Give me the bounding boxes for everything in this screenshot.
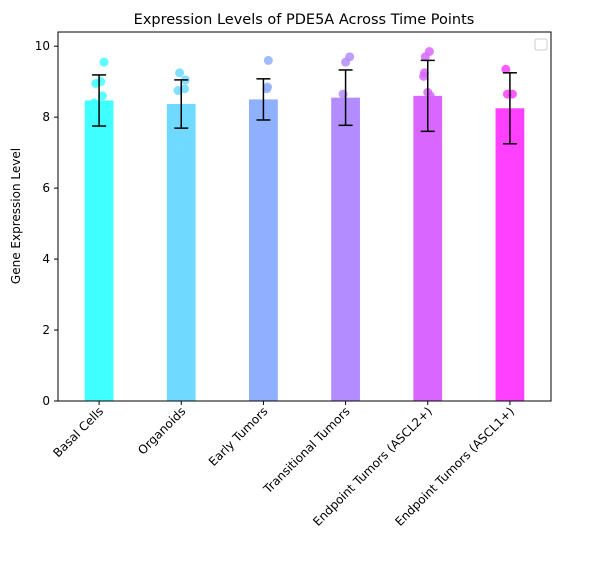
data-point-5-4 (508, 157, 518, 167)
data-point-0-2 (91, 78, 101, 88)
data-point-4-1 (420, 52, 430, 62)
data-point-0-0 (99, 57, 109, 67)
plot-frame (57, 31, 552, 402)
error-bars-layer (92, 59, 517, 145)
y-axis-label: Gene Expression Level (9, 148, 23, 284)
data-point-0-4 (89, 98, 99, 108)
x-tick-label-0: Basal Cells (50, 404, 106, 460)
data-point-4-7 (424, 135, 434, 145)
y-axis: 0 2 4 6 8 10 (35, 39, 58, 408)
x-tick-label-1: Organoids (135, 404, 188, 457)
data-point-4-6 (418, 114, 428, 124)
bar-3 (331, 97, 360, 402)
data-point-1-0 (175, 68, 185, 78)
x-tick-label-3: Transitional Tumors (260, 404, 353, 497)
data-point-5-0 (501, 64, 511, 74)
data-point-3-1 (341, 57, 351, 67)
y-tick-label-2: 4 (42, 252, 50, 266)
data-point-4-3 (419, 71, 429, 81)
points-layer (89, 47, 518, 167)
bars-layer (84, 95, 525, 402)
bar-2 (249, 99, 278, 402)
data-point-0-5 (100, 112, 110, 122)
data-point-4-8 (419, 155, 429, 165)
data-point-0-3 (97, 91, 107, 101)
data-point-2-2 (262, 84, 272, 94)
y-tick-label-5: 10 (35, 39, 50, 53)
y-tick-label-3: 6 (42, 181, 50, 195)
x-axis: Basal Cells Organoids Early TumorsTransiti… (50, 401, 517, 529)
data-point-5-3 (502, 119, 512, 129)
x-tick-label-2: Early Tumors (206, 404, 271, 469)
data-point-2-3 (254, 102, 264, 112)
data-point-3-3 (337, 103, 347, 113)
data-point-2-5 (254, 126, 264, 136)
data-point-1-4 (181, 112, 191, 122)
bar-5 (495, 108, 525, 401)
y-tick-label-1: 2 (42, 323, 50, 337)
data-point-2-0 (263, 55, 273, 65)
chart-title: Expression Levels of PDE5A Across Time P… (134, 12, 475, 28)
bar-0 (84, 100, 114, 402)
legend-box (534, 38, 548, 51)
data-point-3-6 (344, 126, 354, 136)
y-tick-label-0: 0 (42, 394, 50, 408)
bar-1 (166, 104, 196, 401)
data-point-1-3 (173, 86, 183, 96)
data-point-0-6 (97, 149, 107, 159)
bar-4 (413, 95, 443, 401)
y-tick-label-4: 8 (42, 110, 50, 124)
data-point-1-6 (174, 141, 184, 151)
data-point-3-4 (345, 109, 355, 119)
